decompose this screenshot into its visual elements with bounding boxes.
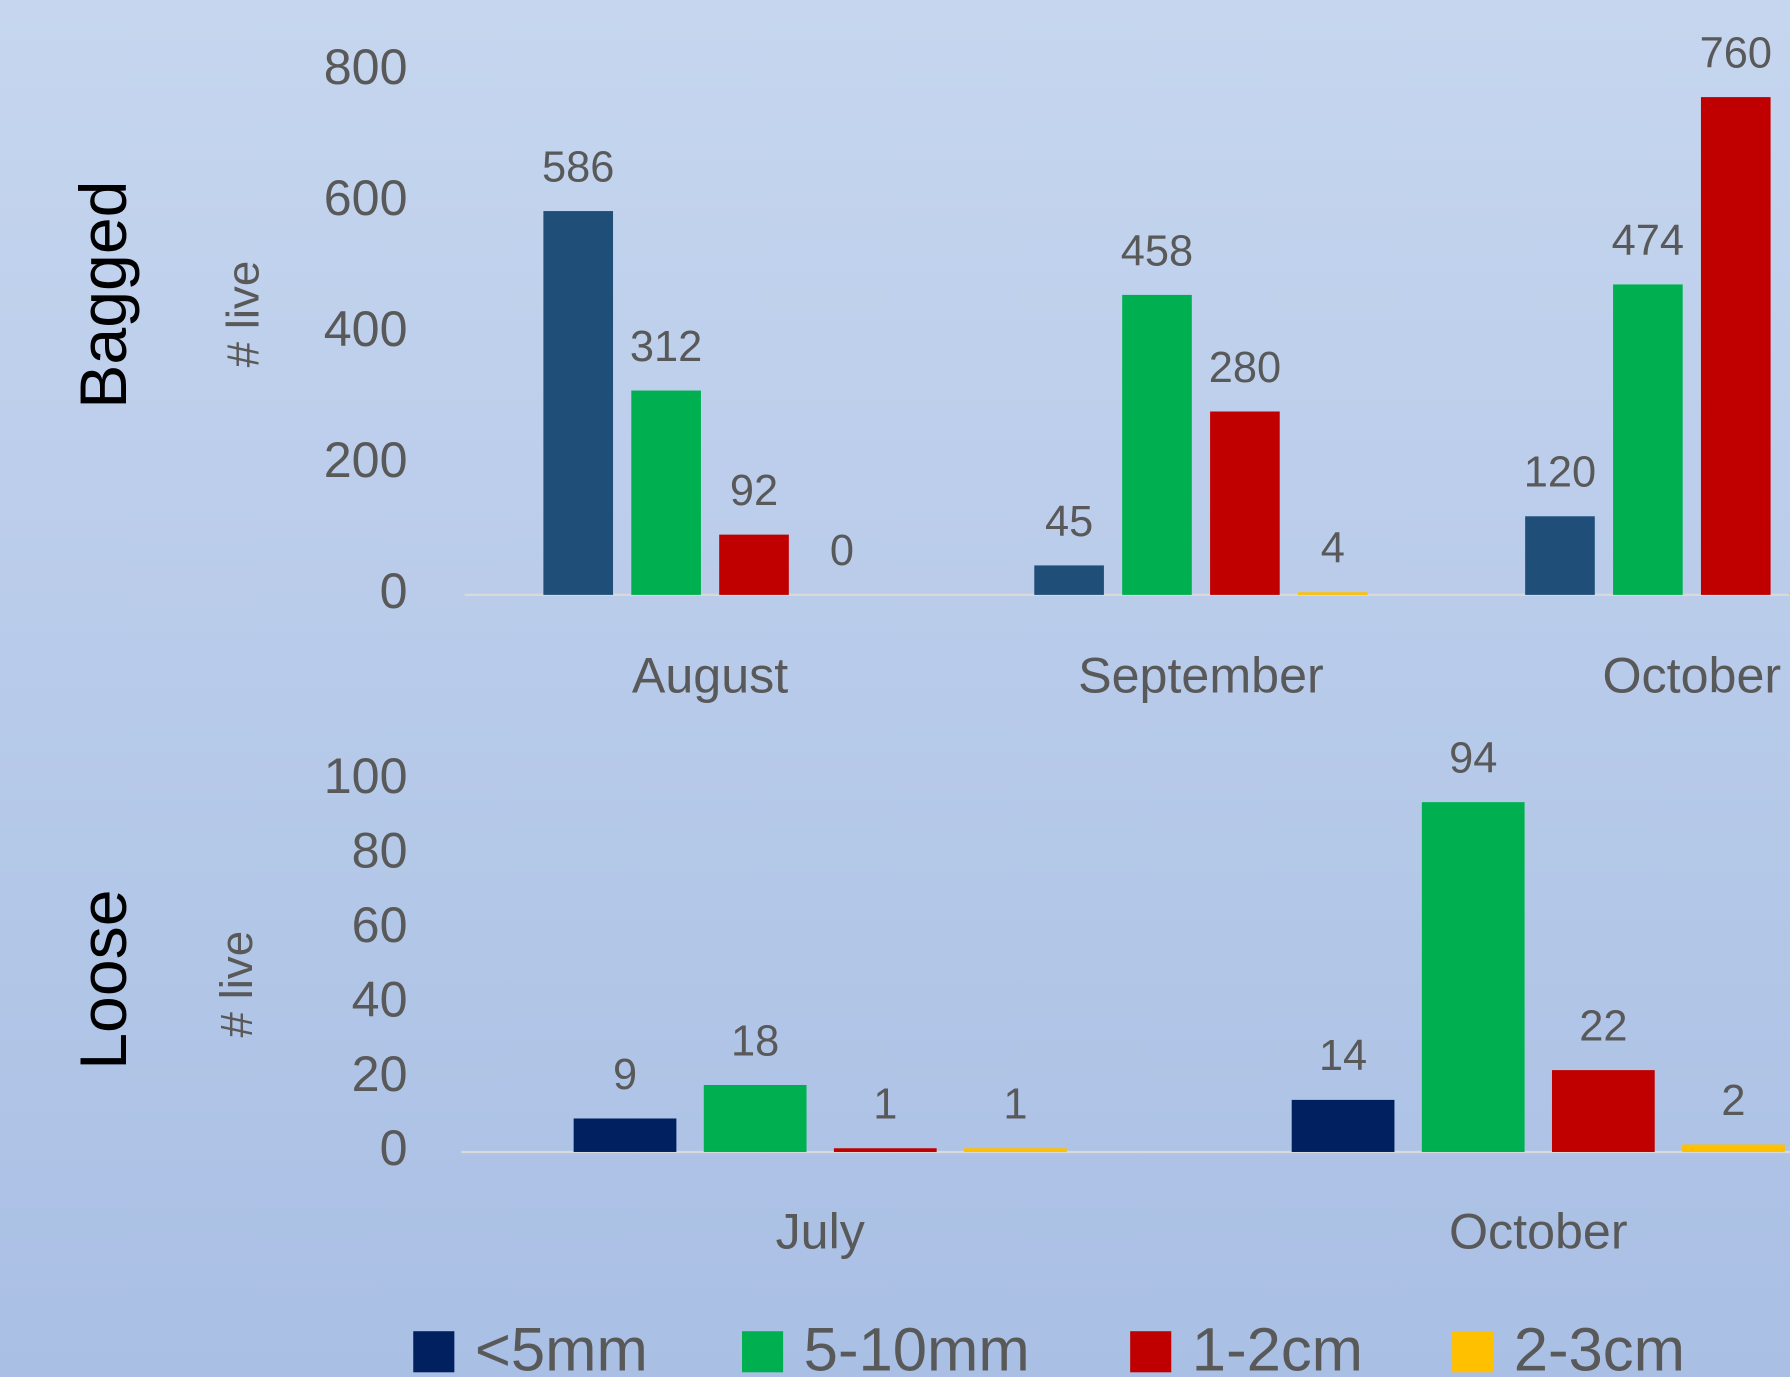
y-tick-label: 100: [324, 748, 408, 804]
bar: [1291, 1099, 1395, 1152]
row-title: Loose: [67, 889, 141, 1069]
y-tick-label: 60: [352, 897, 408, 953]
data-label: 18: [731, 1017, 779, 1065]
legend-label: 5-10mm: [804, 1315, 1030, 1377]
y-axis-label: # live: [211, 931, 262, 1038]
data-label: 2: [1721, 1077, 1745, 1125]
legend-swatch: [413, 1331, 455, 1373]
bar: [543, 211, 614, 595]
data-label: 22: [1579, 1002, 1627, 1050]
y-tick-label: 80: [352, 823, 408, 879]
legend-swatch: [1452, 1331, 1494, 1373]
x-tick-label: October: [1449, 1204, 1628, 1260]
y-axis-label: # live: [218, 261, 269, 368]
legend-swatch: [742, 1331, 784, 1373]
legend-swatch: [1130, 1331, 1172, 1373]
data-label: 14: [1319, 1032, 1367, 1080]
legend-label: 2-3cm: [1514, 1315, 1685, 1377]
data-label: 312: [630, 323, 702, 371]
bar: [1700, 97, 1771, 595]
data-label: 474: [1612, 217, 1684, 265]
bar: [964, 1148, 1067, 1152]
data-label: 92: [730, 467, 778, 515]
x-tick-label: October: [1603, 648, 1782, 704]
data-label: 458: [1121, 227, 1193, 275]
bar: [1122, 294, 1192, 595]
bar: [1297, 592, 1368, 595]
bar: [1613, 284, 1683, 595]
data-label: 120: [1524, 449, 1596, 497]
row-title: Bagged: [67, 181, 141, 409]
data-label: 0: [830, 527, 854, 575]
data-label: 94: [1449, 735, 1497, 783]
y-tick-label: 0: [380, 563, 408, 619]
data-label: 760: [1700, 29, 1772, 77]
y-tick-label: 800: [324, 39, 408, 95]
bar: [1682, 1144, 1785, 1152]
y-tick-label: 200: [324, 432, 408, 488]
x-tick-label: July: [776, 1204, 866, 1260]
bar: [1034, 565, 1104, 595]
data-label: 4: [1321, 525, 1345, 573]
y-tick-label: 20: [352, 1046, 408, 1102]
bar: [631, 390, 701, 595]
bar: [1551, 1070, 1655, 1152]
bar: [703, 1084, 807, 1152]
data-label: 586: [542, 143, 614, 191]
y-tick-label: 40: [352, 971, 408, 1027]
y-tick-label: 400: [324, 301, 408, 357]
y-tick-label: 0: [380, 1120, 408, 1176]
data-label: 9: [613, 1051, 637, 1099]
bar: [573, 1118, 677, 1152]
bar: [1788, 592, 1790, 595]
bar: [1421, 802, 1525, 1152]
legend-label: 1-2cm: [1192, 1315, 1363, 1377]
data-label: 45: [1045, 498, 1093, 546]
legend-label: <5mm: [475, 1315, 648, 1377]
x-tick-label: September: [1078, 648, 1324, 704]
bar: [1210, 411, 1280, 595]
y-tick-label: 600: [324, 170, 408, 226]
bar: [1525, 516, 1595, 595]
data-label: 280: [1209, 344, 1281, 392]
x-tick-label: August: [632, 648, 788, 704]
data-label: 1: [873, 1081, 897, 1129]
bar: [719, 534, 789, 595]
bar: [833, 1148, 937, 1152]
data-label: 1: [1003, 1081, 1027, 1129]
